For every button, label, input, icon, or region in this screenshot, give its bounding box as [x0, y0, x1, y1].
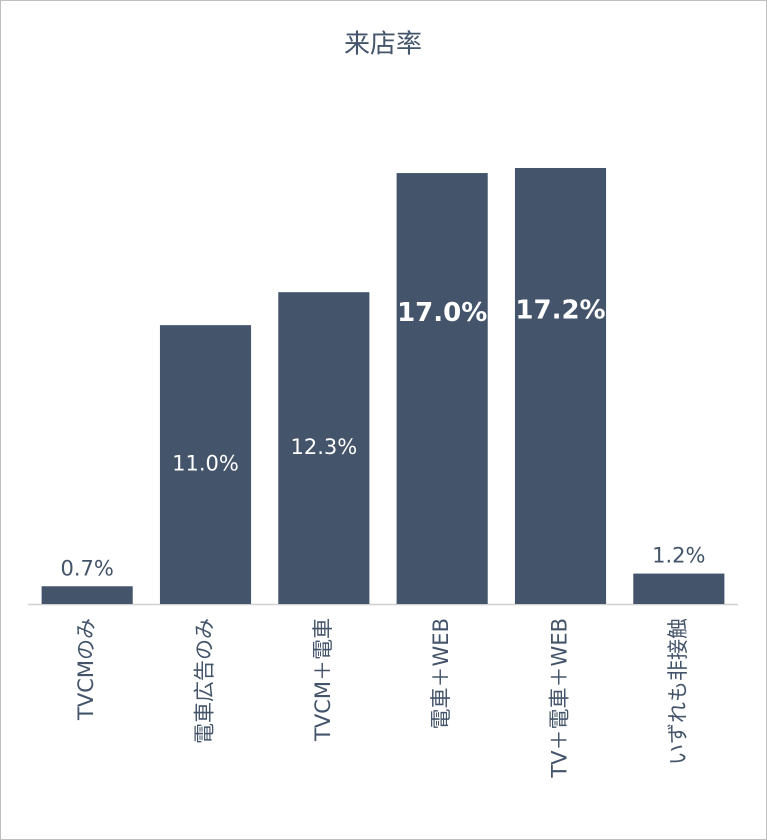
x-tick-label: TV＋電車＋WEB	[548, 618, 572, 779]
x-tick-label: いずれも非接触	[666, 618, 690, 765]
bar	[41, 586, 133, 604]
bar	[633, 573, 725, 604]
data-label: 0.7%	[60, 556, 113, 580]
data-label: 17.2%	[515, 295, 605, 325]
data-label: 12.3%	[290, 435, 357, 459]
bar	[396, 173, 488, 605]
chart-title: 来店率	[344, 30, 422, 60]
bar	[278, 292, 370, 604]
x-tick-label: 電車広告のみ	[193, 618, 217, 744]
bar	[159, 325, 252, 604]
x-tick-label: 電車＋WEB	[429, 618, 453, 729]
bar	[514, 167, 607, 605]
data-label: 1.2%	[652, 544, 705, 568]
data-label: 17.0%	[397, 298, 487, 328]
data-label: 11.0%	[172, 452, 239, 476]
x-tick-label: TVCMのみ	[74, 618, 98, 721]
x-tick-label: TVCM＋電車	[311, 618, 335, 742]
